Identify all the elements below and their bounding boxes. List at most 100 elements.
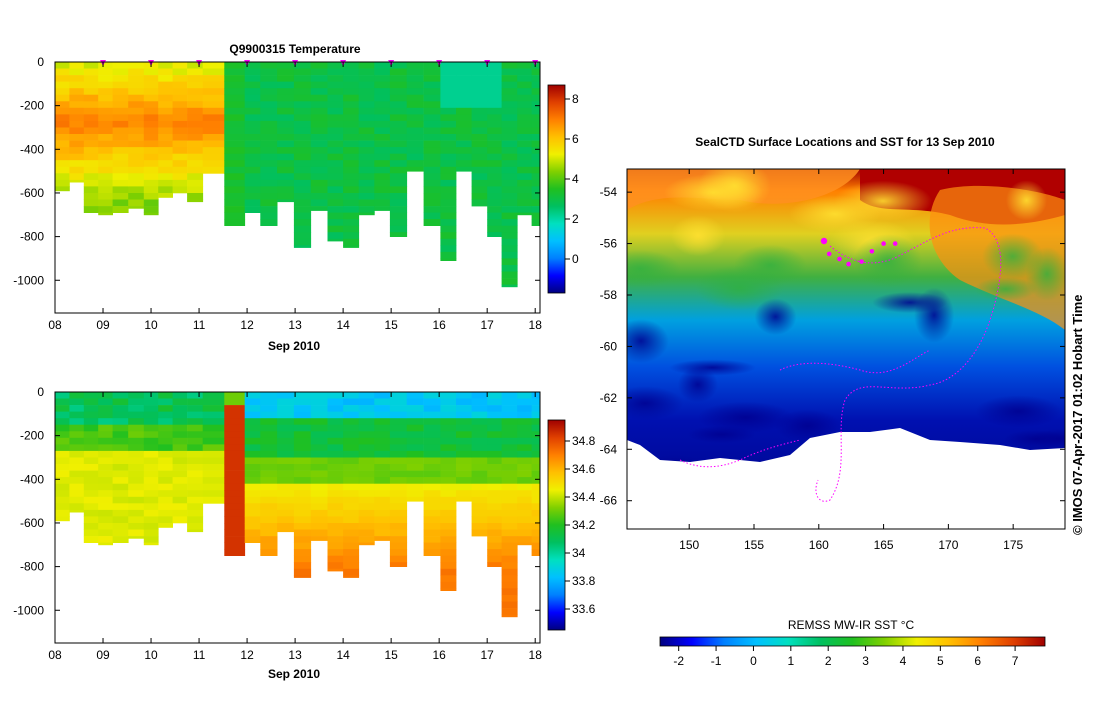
- section-cell: [531, 444, 541, 452]
- sst-texture-patch: [754, 298, 797, 336]
- section-cell: [293, 206, 312, 213]
- section-cell: [69, 173, 85, 181]
- section-cell: [456, 147, 472, 154]
- section-cell: [374, 418, 391, 426]
- section-cell: [293, 193, 312, 200]
- section-cell: [358, 134, 375, 141]
- section-cell: [310, 206, 328, 211]
- section-cell: [471, 120, 488, 128]
- surface-location-dot: [826, 251, 832, 257]
- watermark-text: © IMOS 07-Apr-2017 01:02 Hobart Time: [1070, 294, 1085, 535]
- section-cell: [471, 81, 488, 89]
- colorbar-tick-label: 33.8: [572, 574, 596, 588]
- section-cell: [487, 153, 502, 161]
- section-cell: [187, 193, 204, 200]
- section-cell: [83, 516, 99, 524]
- section-cell: [158, 179, 173, 187]
- section-cell: [158, 107, 173, 115]
- section-cell: [293, 107, 312, 115]
- section-cell: [260, 186, 278, 194]
- section-cell: [423, 153, 441, 161]
- section-cell: [98, 114, 113, 122]
- section-cell: [517, 153, 532, 161]
- sst-texture-patch: [788, 195, 882, 233]
- section-cell: [244, 411, 261, 419]
- section-cell: [224, 88, 246, 96]
- section-cell: [202, 496, 225, 504]
- section-cell: [531, 490, 541, 498]
- section-cell: [277, 431, 295, 439]
- section-cell: [55, 147, 70, 154]
- section-cell: [487, 225, 502, 233]
- section-cell: [440, 88, 457, 96]
- section-cell: [501, 140, 518, 148]
- section-cell: [83, 68, 99, 76]
- section-cell: [202, 140, 225, 148]
- section-cell: [98, 418, 113, 426]
- section-cell: [389, 88, 408, 96]
- section-cell: [112, 509, 129, 517]
- section-cell: [277, 477, 295, 484]
- section-cell: [293, 147, 312, 154]
- sst-colorbar-tick-label: 2: [825, 654, 832, 668]
- section-cell: [112, 147, 129, 154]
- section-cell: [423, 490, 441, 498]
- section-cell: [128, 490, 145, 498]
- section-cell: [501, 608, 518, 615]
- section-cell: [406, 153, 424, 161]
- section-cell: [244, 392, 261, 399]
- section-cell: [374, 490, 391, 498]
- section-cell: [143, 437, 159, 445]
- section-cell: [277, 75, 295, 82]
- section-cell: [440, 134, 457, 141]
- section-cell: [277, 529, 295, 533]
- section-cell: [501, 107, 518, 115]
- sst-texture-patch: [627, 386, 684, 421]
- section-cell: [224, 431, 246, 439]
- section-cell: [293, 431, 312, 439]
- section-cell: [531, 424, 541, 432]
- x-tick-label: 15: [384, 648, 398, 662]
- section-cell: [440, 450, 457, 458]
- sst-texture-patch: [627, 319, 669, 363]
- section-cell: [423, 398, 441, 406]
- section-cell: [112, 398, 129, 406]
- section-cell: [327, 75, 344, 82]
- section-cell: [143, 193, 159, 200]
- section-cell: [187, 405, 204, 412]
- section-cell: [343, 509, 360, 517]
- section-cell: [327, 160, 344, 168]
- section-cell: [501, 470, 518, 478]
- map-latitude-axis: -54-56-58-60-62-64-66: [600, 185, 1065, 508]
- section-cell: [327, 225, 344, 233]
- section-cell: [471, 431, 488, 439]
- section-cell: [327, 88, 344, 96]
- x-tick-label: 10: [144, 648, 158, 662]
- section-cell: [83, 398, 99, 406]
- section-cell: [501, 219, 518, 226]
- section-cell: [112, 199, 129, 207]
- section-cell: [440, 251, 457, 259]
- section-cell: [389, 232, 408, 237]
- section-cell: [83, 529, 99, 537]
- section-cell: [531, 107, 541, 115]
- section-cell: [343, 166, 360, 174]
- section-cell: [158, 120, 173, 128]
- section-cell: [471, 186, 488, 194]
- section-cell: [187, 173, 204, 181]
- section-cell: [440, 212, 457, 220]
- x-tick-label: 08: [48, 648, 62, 662]
- section-cell: [172, 398, 188, 406]
- section-cell: [158, 483, 173, 491]
- section-cell: [310, 160, 328, 168]
- section-cell: [374, 75, 391, 82]
- section-cell: [531, 431, 541, 439]
- section-cell: [440, 140, 457, 148]
- section-cell: [358, 398, 375, 406]
- section-cell: [158, 160, 173, 168]
- section-cell: [423, 503, 441, 511]
- section-cell: [202, 88, 225, 96]
- section-cell: [440, 470, 457, 478]
- float-track-line: [679, 439, 801, 468]
- section-cell: [158, 503, 173, 511]
